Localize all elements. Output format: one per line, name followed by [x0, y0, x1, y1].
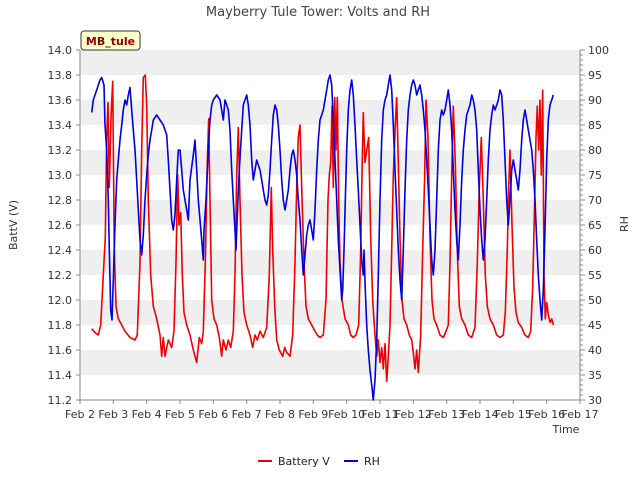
y-right-tick-label: 75	[588, 169, 602, 182]
y-left-tick-label: 12.2	[48, 269, 73, 282]
y-right-axis-ticks: 30 35 40 45 50 55 60 65 70 75 80 85 90 95 100	[580, 44, 609, 407]
x-tick-label: Feb 15	[495, 408, 532, 421]
background-band	[80, 200, 580, 225]
legend-label-battery-v: Battery V	[278, 455, 330, 468]
x-tick-label: Feb 14	[462, 408, 499, 421]
y-right-tick-label: 100	[588, 44, 609, 57]
y-right-tick-label: 95	[588, 69, 602, 82]
y-left-tick-label: 14.0	[48, 44, 73, 57]
x-tick-label: Feb 3	[98, 408, 128, 421]
x-tick-label: Feb 6	[198, 408, 228, 421]
y-right-tick-label: 60	[588, 244, 602, 257]
badge-box	[80, 30, 141, 51]
y-right-tick-label: 40	[588, 344, 602, 357]
y-right-tick-label: 90	[588, 94, 602, 107]
y-left-tick-label: 13.2	[48, 144, 73, 157]
x-tick-label: Feb 12	[395, 408, 432, 421]
y-right-tick-label: 55	[588, 269, 602, 282]
y-right-axis-label: RH	[618, 216, 631, 232]
x-axis-label: Time	[552, 423, 580, 436]
x-tick-label: Feb 13	[428, 408, 465, 421]
x-tick-label: Feb 9	[298, 408, 328, 421]
y-right-tick-label: 80	[588, 144, 602, 157]
station-badge: MB_tule	[80, 30, 141, 51]
badge-label: MB_tule	[86, 35, 135, 48]
background-band	[80, 100, 580, 125]
background-band	[80, 50, 580, 75]
y-right-tick-label: 70	[588, 194, 602, 207]
y-left-tick-label: 12.0	[48, 294, 73, 307]
y-left-tick-label: 13.4	[48, 119, 73, 132]
y-left-tick-label: 12.8	[48, 194, 73, 207]
y-left-tick-label: 11.8	[48, 319, 73, 332]
y-left-tick-label: 13.6	[48, 94, 73, 107]
legend: Battery V RH	[258, 455, 380, 468]
x-tick-label: Feb 4	[132, 408, 162, 421]
x-tick-label: Feb 8	[265, 408, 295, 421]
x-axis-ticks: Feb 2 Feb 3 Feb 4 Feb 5 Feb 6 Feb 7 Feb 8 Feb 9…	[65, 400, 598, 421]
background-band	[80, 300, 580, 325]
y-left-tick-label: 12.6	[48, 219, 73, 232]
legend-label-rh: RH	[364, 455, 380, 468]
background-band	[80, 350, 580, 375]
y-left-axis-label: BattV (V)	[7, 200, 20, 250]
y-right-tick-label: 45	[588, 319, 602, 332]
y-right-tick-label: 50	[588, 294, 602, 307]
y-left-tick-label: 13.8	[48, 69, 73, 82]
y-left-tick-label: 13.0	[48, 169, 73, 182]
x-tick-label: Feb 7	[232, 408, 262, 421]
x-tick-label: Feb 10	[328, 408, 365, 421]
background-bands	[80, 50, 580, 375]
x-tick-label: Feb 5	[165, 408, 195, 421]
y-left-tick-label: 11.2	[48, 394, 73, 407]
x-tick-label: Feb 17	[562, 408, 599, 421]
y-right-tick-label: 35	[588, 369, 602, 382]
y-left-axis-ticks: 11.2 11.4 11.6 11.8 12.0 12.2 12.4 12.6 12.8 13.0…	[48, 44, 80, 407]
series-line-battery-v	[91, 74, 555, 383]
y-left-tick-label: 11.4	[48, 369, 73, 382]
series-line-rh	[90, 74, 555, 401]
x-tick-label: Feb 16	[528, 408, 565, 421]
chart-title: Mayberry Tule Tower: Volts and RH	[206, 5, 430, 20]
x-tick-label: Feb 11	[362, 408, 399, 421]
background-band	[80, 250, 580, 275]
y-right-tick-label: 85	[588, 119, 602, 132]
y-left-tick-label: 11.6	[48, 344, 73, 357]
y-right-tick-label: 30	[588, 394, 602, 407]
y-right-tick-label: 65	[588, 219, 602, 232]
x-tick-label: Feb 2	[65, 408, 95, 421]
y-left-tick-label: 12.4	[48, 244, 73, 257]
